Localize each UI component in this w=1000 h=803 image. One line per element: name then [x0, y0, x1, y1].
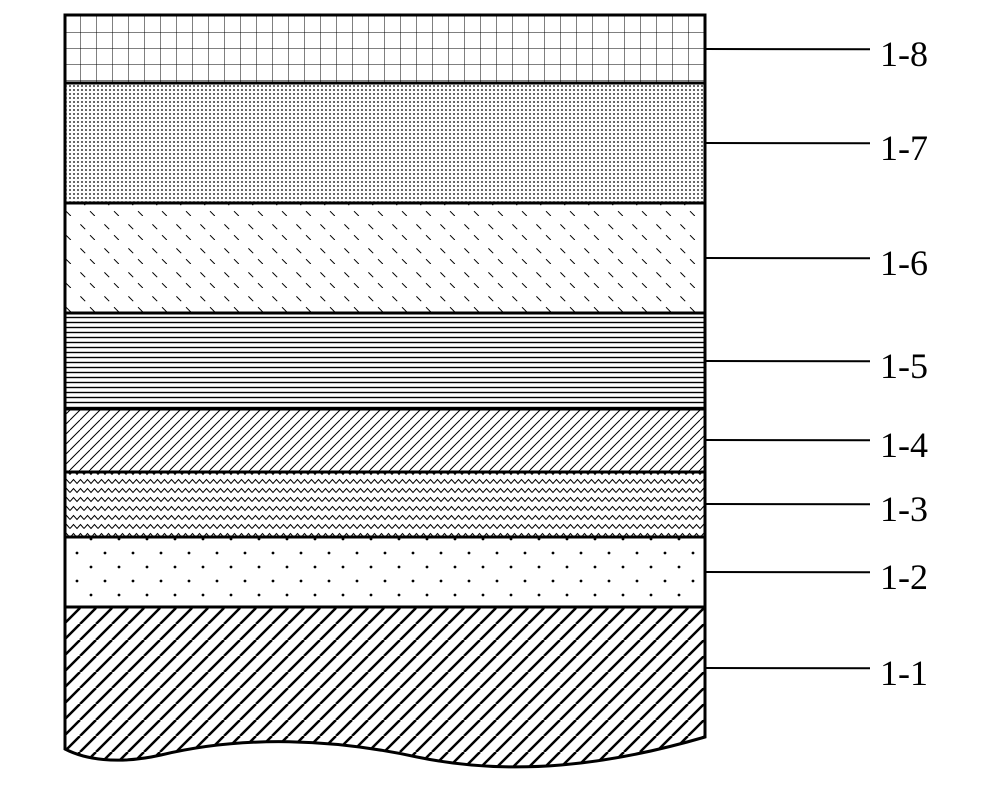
layer-1-6 — [65, 203, 705, 313]
layer-1-5 — [65, 313, 705, 409]
layer-label-1-3: 1-3 — [880, 488, 928, 530]
layer-1-4 — [65, 409, 705, 472]
layer-label-1-1: 1-1 — [880, 652, 928, 694]
diagram-container: 1-8 1-7 1-6 1-5 1-4 1-3 1-2 1-1 — [0, 0, 1000, 803]
layer-label-1-5: 1-5 — [880, 345, 928, 387]
layer-1-1 — [65, 607, 705, 767]
layer-label-1-6: 1-6 — [880, 242, 928, 284]
layer-1-2 — [65, 537, 705, 607]
layer-1-8 — [65, 15, 705, 83]
layer-label-1-8: 1-8 — [880, 33, 928, 75]
layer-label-1-4: 1-4 — [880, 424, 928, 466]
layer-1-3 — [65, 472, 705, 537]
layer-label-1-2: 1-2 — [880, 556, 928, 598]
layer-1-7 — [65, 83, 705, 203]
layer-label-1-7: 1-7 — [880, 127, 928, 169]
